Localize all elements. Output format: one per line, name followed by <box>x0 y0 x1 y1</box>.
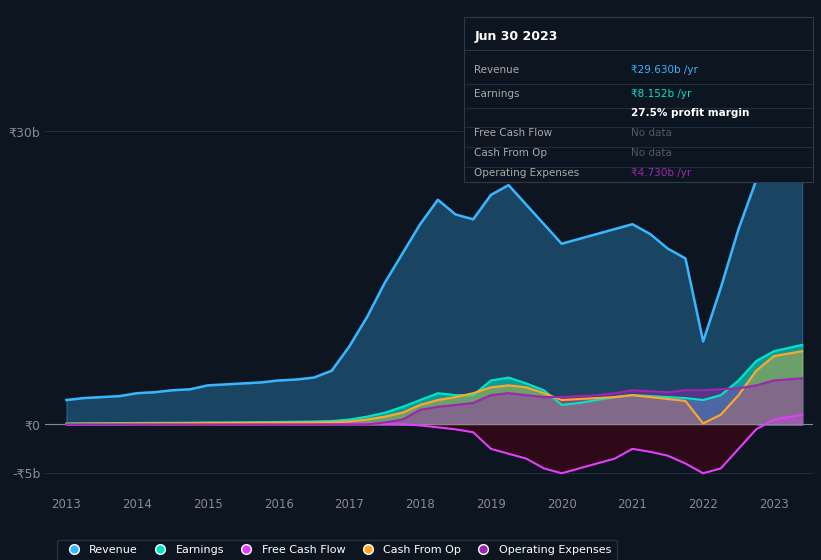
Text: Revenue: Revenue <box>475 64 520 74</box>
Legend: Revenue, Earnings, Free Cash Flow, Cash From Op, Operating Expenses: Revenue, Earnings, Free Cash Flow, Cash … <box>57 540 617 560</box>
Text: Earnings: Earnings <box>475 88 520 99</box>
Text: Operating Expenses: Operating Expenses <box>475 168 580 178</box>
Text: ₹8.152b /yr: ₹8.152b /yr <box>631 88 692 99</box>
Text: No data: No data <box>631 148 672 158</box>
Text: Free Cash Flow: Free Cash Flow <box>475 128 553 138</box>
Text: ₹29.630b /yr: ₹29.630b /yr <box>631 64 698 74</box>
Text: ₹4.730b /yr: ₹4.730b /yr <box>631 168 691 178</box>
Text: 27.5% profit margin: 27.5% profit margin <box>631 108 750 118</box>
Text: No data: No data <box>631 128 672 138</box>
Text: Cash From Op: Cash From Op <box>475 148 548 158</box>
Text: Jun 30 2023: Jun 30 2023 <box>475 30 557 43</box>
